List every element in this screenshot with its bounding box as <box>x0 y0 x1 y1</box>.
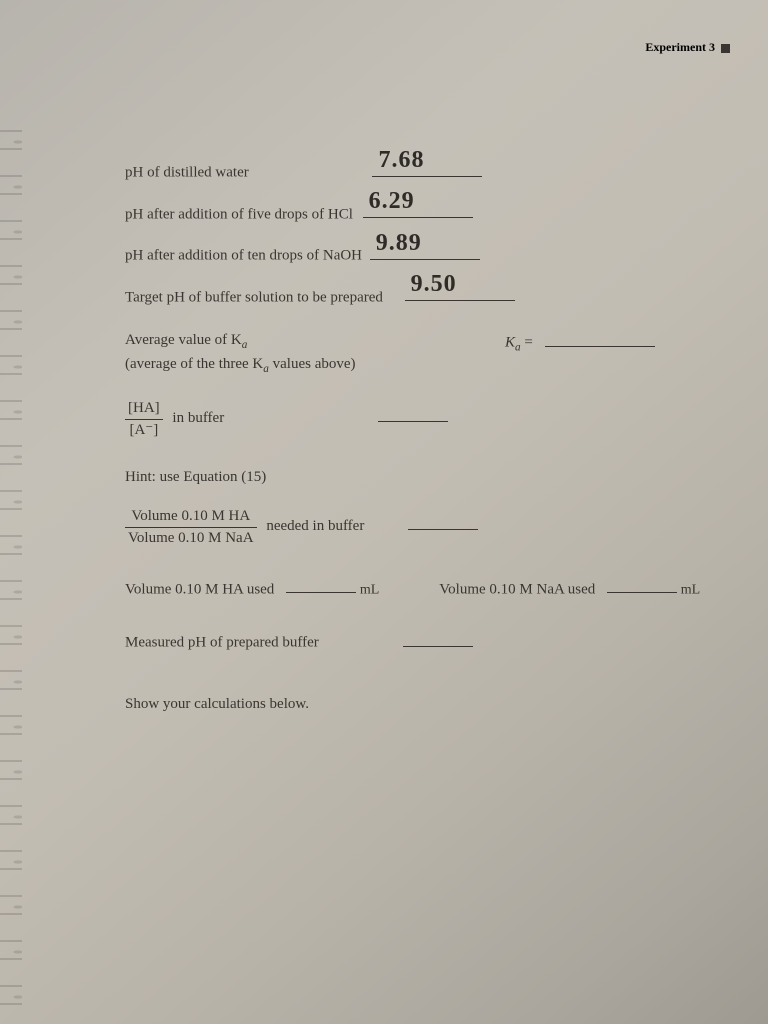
frac-den-a: [A⁻] <box>125 420 163 441</box>
frac-den-vol: Volume 0.10 M NaA <box>125 528 257 549</box>
row-ratio-volumes: Volume 0.10 M HA Volume 0.10 M NaA neede… <box>125 506 705 549</box>
value-ph-distilled: 7.68 <box>378 144 424 178</box>
row-hint: Hint: use Equation (15) <box>125 467 705 488</box>
label-show-calc: Show your calculations below. <box>125 696 309 712</box>
row-show-calc: Show your calculations below. <box>125 694 705 715</box>
unit-vol-naa: mL <box>681 582 700 597</box>
hint-text: Hint: use Equation (15) <box>125 469 266 485</box>
blank-vol-naa <box>607 577 677 594</box>
label-ph-hcl: pH after addition of five drops of HCl <box>125 206 353 222</box>
worksheet-page: pH of distilled water 7.68 pH after addi… <box>55 0 735 763</box>
col-vol-ha: Volume 0.10 M HA used mL <box>125 577 379 601</box>
ratio2-suffix: needed in buffer <box>266 518 364 534</box>
frac-num-vol: Volume 0.10 M HA <box>125 506 257 528</box>
label-target-ph: Target pH of buffer solution to be prepa… <box>125 289 383 305</box>
blank-vol-ha <box>286 577 356 594</box>
value-ph-naoh: 9.89 <box>376 227 422 261</box>
blank-measured-ph <box>403 630 473 647</box>
blank-ratio2 <box>408 514 478 531</box>
label-ka-line1: Average value of Ka <box>125 330 356 354</box>
ka-equation: Ka = <box>505 330 655 356</box>
label-ka-line2: (average of the three Ka values above) <box>125 354 356 378</box>
row-ph-hcl: pH after addition of five drops of HCl 6… <box>125 202 705 226</box>
label-ph-naoh: pH after addition of ten drops of NaOH <box>125 248 362 264</box>
label-ph-distilled: pH of distilled water <box>125 165 249 181</box>
blank-ph-naoh: 9.89 <box>370 243 480 260</box>
blank-ka <box>545 330 655 347</box>
spiral-binding <box>0 0 40 1024</box>
value-target-ph: 9.50 <box>411 268 457 302</box>
label-vol-ha: Volume 0.10 M HA used <box>125 581 274 597</box>
blank-ph-hcl: 6.29 <box>363 202 473 219</box>
unit-vol-ha: mL <box>360 582 379 597</box>
blank-ratio1 <box>378 406 448 423</box>
blank-ph-distilled: 7.68 <box>372 160 482 177</box>
col-vol-naa: Volume 0.10 M NaA used mL <box>439 577 700 601</box>
row-measured-ph: Measured pH of prepared buffer <box>125 630 705 654</box>
ratio1-suffix: in buffer <box>172 410 224 426</box>
row-ph-distilled: pH of distilled water 7.68 <box>125 160 705 184</box>
row-ph-naoh: pH after addition of ten drops of NaOH 9… <box>125 243 705 267</box>
value-ph-hcl: 6.29 <box>369 185 415 219</box>
row-ratio-ha-a: [HA] [A⁻] in buffer <box>125 398 705 441</box>
label-measured-ph: Measured pH of prepared buffer <box>125 635 319 651</box>
blank-target-ph: 9.50 <box>405 285 515 302</box>
fraction-volumes: Volume 0.10 M HA Volume 0.10 M NaA <box>125 506 257 549</box>
row-target-ph: Target pH of buffer solution to be prepa… <box>125 285 705 309</box>
fraction-ha-over-a: [HA] [A⁻] <box>125 398 163 441</box>
label-vol-naa: Volume 0.10 M NaA used <box>439 581 595 597</box>
row-ka: Average value of Ka (average of the thre… <box>125 330 705 378</box>
row-volumes-used: Volume 0.10 M HA used mL Volume 0.10 M N… <box>125 577 705 601</box>
frac-num-ha: [HA] <box>125 398 163 420</box>
